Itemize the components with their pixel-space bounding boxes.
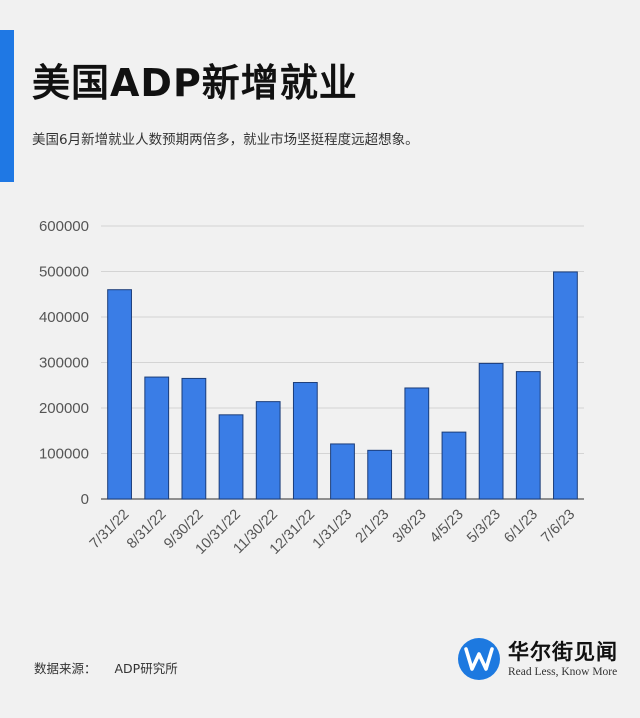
page-title: 美国ADP新增就业	[32, 61, 358, 105]
bar-6-1-23	[515, 371, 541, 500]
bars	[107, 271, 578, 500]
x-tick-label: 1/31/23	[310, 507, 356, 553]
w-logo-icon	[458, 638, 500, 680]
y-tick-label: 0	[81, 491, 89, 508]
source-label: 数据来源：	[34, 661, 97, 676]
x-tick-label: 7/6/23	[538, 507, 578, 547]
x-tick-label: 5/3/23	[464, 507, 504, 547]
bar-4-5-23	[441, 431, 467, 500]
bar-1-31-23	[330, 443, 355, 500]
bar-7-31-22	[107, 289, 132, 500]
x-tick-label: 7/31/22	[87, 507, 133, 553]
y-tick-label: 500000	[39, 264, 89, 281]
y-tick-label: 300000	[39, 355, 89, 372]
source-value: ADP研究所	[114, 661, 178, 676]
x-tick-label: 4/5/23	[427, 507, 467, 547]
bar-10-31-22	[218, 414, 244, 500]
y-axis: 0 100000 200000 300000 400000 500000 600000	[39, 218, 89, 508]
bar-8-31-22	[144, 376, 170, 500]
bar-11-30-22	[255, 401, 281, 500]
bar-3-8-23	[404, 387, 430, 500]
y-tick-label: 600000	[39, 218, 89, 235]
bar-chart: 0 100000 200000 300000 400000 500000 600000 7/…	[39, 218, 584, 558]
accent-bar	[0, 30, 14, 182]
x-axis: 7/31/228/31/229/30/2210/31/2211/30/2212/…	[87, 507, 578, 558]
y-tick-label: 400000	[39, 309, 89, 326]
bar-9-30-22	[181, 377, 207, 500]
bar-5-3-23	[478, 362, 504, 500]
source-note: 数据来源： ADP研究所	[34, 658, 178, 677]
bar-12-31-22	[292, 382, 318, 500]
x-tick-label: 2/1/23	[353, 507, 393, 547]
x-tick-label: 8/31/22	[124, 507, 170, 553]
brand: 华尔街见闻 Read Less, Know More	[458, 638, 618, 680]
bar-2-1-23	[367, 449, 393, 500]
y-tick-label: 200000	[39, 400, 89, 417]
brand-slogan: Read Less, Know More	[508, 666, 618, 678]
x-tick-label: 6/1/23	[501, 507, 541, 547]
y-tick-label: 100000	[39, 446, 89, 463]
brand-name: 华尔街见闻	[508, 639, 618, 664]
bar-7-6-23	[553, 271, 578, 500]
x-tick-label: 3/8/23	[390, 507, 430, 547]
page-subtitle: 美国6月新增就业人数预期两倍多，就业市场坚挺程度远超想象。	[32, 132, 419, 148]
